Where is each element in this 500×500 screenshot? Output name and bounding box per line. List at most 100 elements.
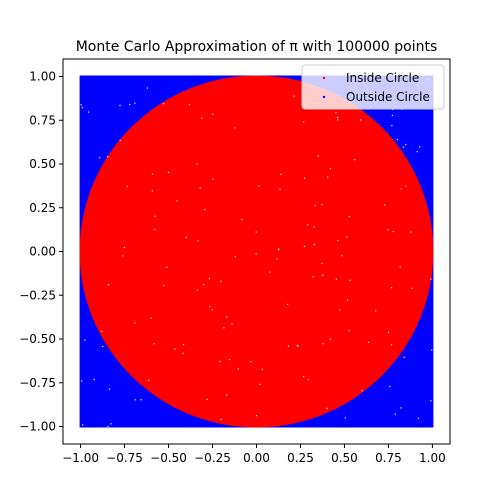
point-gap — [129, 103, 131, 106]
point-gap — [123, 246, 126, 249]
point-gap — [322, 274, 324, 276]
point-gap — [304, 177, 306, 179]
point-gap — [212, 113, 214, 115]
point-gap — [163, 103, 165, 105]
point-gap — [375, 310, 377, 312]
point-gap — [360, 119, 362, 121]
point-gap — [312, 276, 314, 278]
point-gap — [293, 95, 295, 97]
point-gap — [337, 116, 339, 119]
point-gap — [228, 358, 231, 361]
point-gap — [361, 390, 363, 392]
point-gap — [107, 425, 109, 428]
x-tick-label: −0.75 — [106, 451, 143, 465]
point-gap — [387, 331, 390, 333]
point-gap — [389, 385, 391, 388]
legend-marker-outside — [322, 95, 326, 99]
point-gap — [322, 343, 324, 345]
point-gap — [201, 117, 203, 119]
point-gap — [220, 418, 222, 421]
point-gap — [182, 343, 185, 346]
point-gap — [153, 343, 155, 345]
point-gap — [237, 368, 239, 370]
x-tick-label: 0.50 — [331, 451, 358, 465]
point-gap — [405, 185, 407, 187]
point-gap — [166, 266, 168, 268]
point-gap — [188, 104, 191, 106]
x-tick-label: 0.75 — [375, 451, 402, 465]
point-gap — [392, 230, 394, 233]
point-gap — [197, 240, 199, 242]
point-gap — [176, 200, 178, 202]
point-gap — [321, 203, 323, 206]
y-tick-label: 0.25 — [29, 201, 56, 215]
point-gap — [140, 399, 142, 401]
point-gap — [296, 344, 298, 347]
point-gap — [411, 287, 413, 289]
point-gap — [220, 280, 222, 282]
point-gap — [403, 356, 405, 358]
point-gap — [211, 309, 213, 311]
point-gap — [226, 316, 228, 318]
point-gap — [108, 388, 111, 390]
point-gap — [250, 360, 252, 363]
point-gap — [313, 226, 315, 228]
point-gap — [185, 236, 187, 239]
point-gap — [276, 258, 278, 260]
point-gap — [81, 106, 83, 109]
x-tick-label: 0.00 — [243, 451, 270, 465]
point-gap — [307, 224, 309, 226]
point-gap — [241, 218, 243, 221]
point-gap — [326, 407, 328, 409]
point-gap — [346, 236, 348, 238]
point-gap — [134, 102, 136, 104]
point-gap — [391, 114, 393, 116]
y-tick-label: −0.75 — [19, 376, 56, 390]
point-gap — [208, 278, 211, 280]
point-gap — [280, 173, 282, 176]
x-axis: −1.00 −0.75 −0.50 −0.25 0.00 0.25 0.50 0.75 1.00 — [62, 444, 446, 465]
point-gap — [287, 345, 290, 347]
point-gap — [431, 349, 433, 351]
point-gap — [261, 368, 263, 370]
x-tick-label: 1.00 — [419, 451, 446, 465]
point-gap — [387, 229, 389, 231]
point-gap — [339, 309, 341, 311]
point-gap — [348, 330, 350, 332]
point-gap — [346, 299, 349, 301]
y-tick-label: 0.00 — [29, 245, 56, 259]
point-gap — [255, 231, 257, 233]
point-gaps — [80, 78, 433, 428]
point-gap — [231, 323, 233, 325]
point-gap — [212, 178, 214, 180]
point-gap — [348, 216, 350, 218]
point-gap — [354, 159, 356, 161]
y-tick-label: −1.00 — [19, 420, 56, 434]
point-gap — [335, 278, 337, 280]
point-gap — [279, 188, 281, 190]
point-gap — [400, 188, 402, 190]
point-gap — [119, 139, 121, 141]
point-gap — [405, 143, 407, 146]
point-gap — [209, 306, 211, 308]
point-gap — [349, 279, 351, 281]
point-gap — [234, 127, 236, 129]
point-gap — [119, 104, 121, 107]
point-gap — [337, 119, 339, 121]
point-gap — [150, 317, 152, 319]
point-gap — [259, 383, 261, 385]
point-gap — [417, 417, 420, 419]
legend-label-outside: Outside Circle — [346, 90, 430, 104]
point-gap — [410, 231, 412, 233]
plot-area — [79, 75, 434, 428]
point-gap — [148, 379, 150, 381]
point-gap — [278, 249, 280, 251]
point-gap — [400, 407, 402, 409]
point-gap — [154, 215, 156, 217]
point-gap — [402, 146, 404, 148]
point-gap — [223, 327, 225, 329]
point-gap — [430, 278, 432, 280]
point-gap — [182, 352, 184, 355]
point-gap — [297, 345, 299, 347]
point-gap — [307, 379, 309, 381]
